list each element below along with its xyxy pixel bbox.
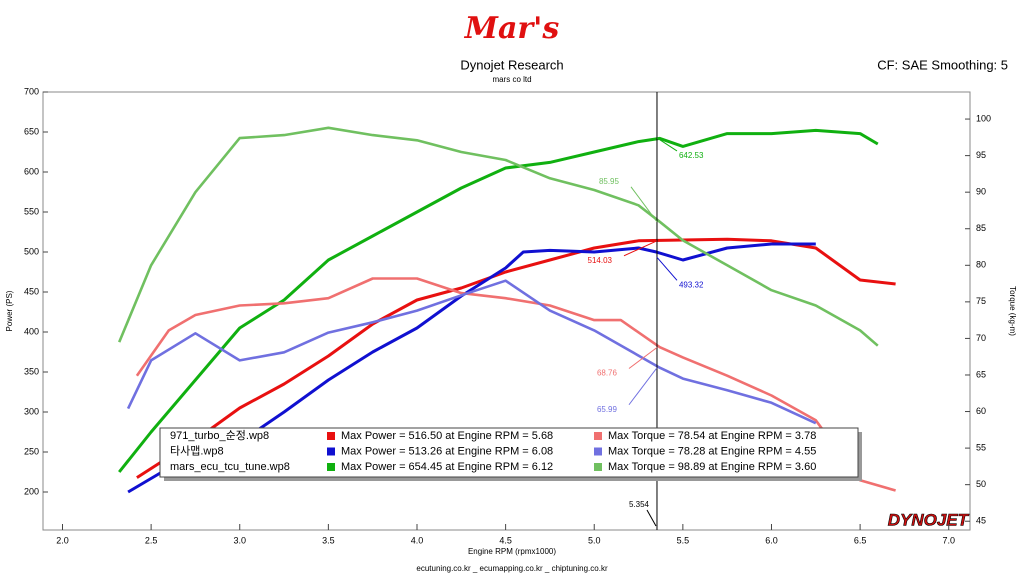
x-tick-label: 2.5 — [145, 535, 158, 545]
y2-tick-label: 95 — [976, 150, 986, 160]
x-tick-label: 2.0 — [56, 535, 69, 545]
x-tick-label: 4.0 — [411, 535, 424, 545]
annotation-arrow — [628, 347, 658, 369]
y-tick-label: 350 — [24, 366, 39, 376]
y2-tick-label: 90 — [976, 187, 986, 197]
legend-swatch — [327, 463, 335, 471]
annotation: 65.99 — [597, 405, 618, 414]
legend-swatch — [327, 447, 335, 456]
series-line — [126, 279, 817, 425]
x-tick-label: 4.5 — [499, 535, 512, 545]
legend-swatch — [594, 432, 602, 440]
y2-axis-label: Torque (kg-m) — [1008, 286, 1017, 336]
y2-tick-label: 50 — [976, 479, 986, 489]
footer: ecutuning.co.kr _ ecumapping.co.kr _ chi… — [416, 564, 608, 573]
legend-entry: Max Torque = 98.89 at Engine RPM = 3.60 — [608, 461, 816, 473]
plot-frame — [42, 91, 971, 531]
y-tick-label: 300 — [24, 406, 39, 416]
y2-tick-label: 65 — [976, 369, 986, 379]
legend-entry: Max Power = 516.50 at Engine RPM = 5.68 — [341, 430, 553, 442]
annotation-arrow — [623, 240, 658, 257]
legend-entry: Max Torque = 78.28 at Engine RPM = 4.55 — [608, 445, 816, 457]
y2-tick-label: 100 — [976, 113, 991, 123]
legend-box — [159, 427, 859, 478]
legend-file: mars_ecu_tcu_tune.wp8 — [170, 461, 290, 473]
x-tick-label: 7.0 — [942, 535, 955, 545]
legend-swatch — [327, 432, 335, 440]
y2-tick-label: 70 — [976, 333, 986, 343]
annotation: 85.95 — [599, 177, 620, 186]
y-tick-label: 450 — [24, 286, 39, 296]
annotation-arrow — [656, 137, 678, 152]
annotation: 642.53 — [679, 151, 704, 160]
settings: CF: SAE Smoothing: 5 — [877, 57, 1008, 72]
y2-tick-label: 75 — [976, 296, 986, 306]
y-tick-label: 700 — [24, 86, 39, 96]
y2-tick-label: 80 — [976, 260, 986, 270]
series-line — [118, 128, 879, 473]
y2-tick-label: 60 — [976, 406, 986, 416]
annotation-arrow — [630, 186, 658, 223]
y-tick-label: 550 — [24, 206, 39, 216]
legend-swatch — [594, 463, 602, 471]
legend-file: 타사맵.wp8 — [170, 444, 224, 457]
y-tick-label: 200 — [24, 486, 39, 496]
x-tick-label: 3.5 — [322, 535, 335, 545]
annotation: 514.03 — [588, 256, 613, 265]
brand-logo: DYNOJET — [888, 510, 970, 529]
y-tick-label: 650 — [24, 126, 39, 136]
y-tick-label: 500 — [24, 246, 39, 256]
x-tick-label: 6.0 — [765, 535, 778, 545]
y2-tick-label: 45 — [976, 516, 986, 526]
y-tick-label: 250 — [24, 446, 39, 456]
cursor-arrow — [646, 509, 657, 527]
logo: Mar's — [464, 11, 560, 46]
y-axis-label: Power (PS) — [5, 290, 14, 331]
series-line — [117, 126, 879, 347]
title: Dynojet Research — [460, 57, 563, 72]
annotation: 68.76 — [597, 369, 618, 378]
legend-swatch — [594, 447, 602, 456]
x-tick-label: 6.5 — [854, 535, 867, 545]
annotation-arrow — [656, 257, 678, 281]
x-tick-label: 5.0 — [588, 535, 601, 545]
y2-tick-label: 55 — [976, 442, 986, 452]
annotation: 493.32 — [679, 280, 704, 289]
legend-entry: Max Power = 654.45 at Engine RPM = 6.12 — [341, 461, 553, 473]
cursor-label: 5.354 — [629, 500, 650, 509]
x-axis-label: Engine RPM (rpmx1000) — [468, 547, 556, 556]
legend: 971_turbo_순정.wp8 Max Power = 516.50 at En… — [159, 427, 862, 481]
series-line — [135, 277, 896, 492]
x-tick-label: 3.0 — [233, 535, 246, 545]
y-tick-label: 600 — [24, 166, 39, 176]
legend-file: 971_turbo_순정.wp8 — [170, 429, 269, 442]
legend-entry: Max Power = 513.26 at Engine RPM = 6.08 — [341, 445, 553, 457]
legend-entry: Max Torque = 78.54 at Engine RPM = 3.78 — [608, 430, 816, 442]
x-tick-label: 5.5 — [677, 535, 690, 545]
subtitle: mars co ltd — [492, 75, 531, 84]
y2-tick-label: 85 — [976, 223, 986, 233]
annotation-arrow — [628, 367, 658, 406]
y-tick-label: 400 — [24, 326, 39, 336]
series-line — [136, 237, 896, 479]
